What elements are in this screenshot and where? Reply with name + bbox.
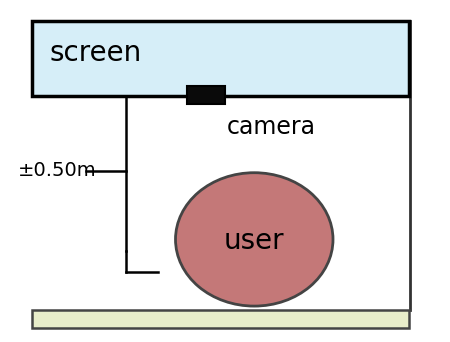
Text: user: user (224, 227, 284, 255)
Ellipse shape (176, 173, 333, 306)
Bar (32, 21, 410, 96)
Text: camera: camera (227, 115, 316, 139)
Text: screen: screen (50, 39, 142, 67)
Text: ±0.50m: ±0.50m (18, 161, 97, 181)
Bar (187, 86, 225, 104)
Bar (32, 310, 410, 328)
